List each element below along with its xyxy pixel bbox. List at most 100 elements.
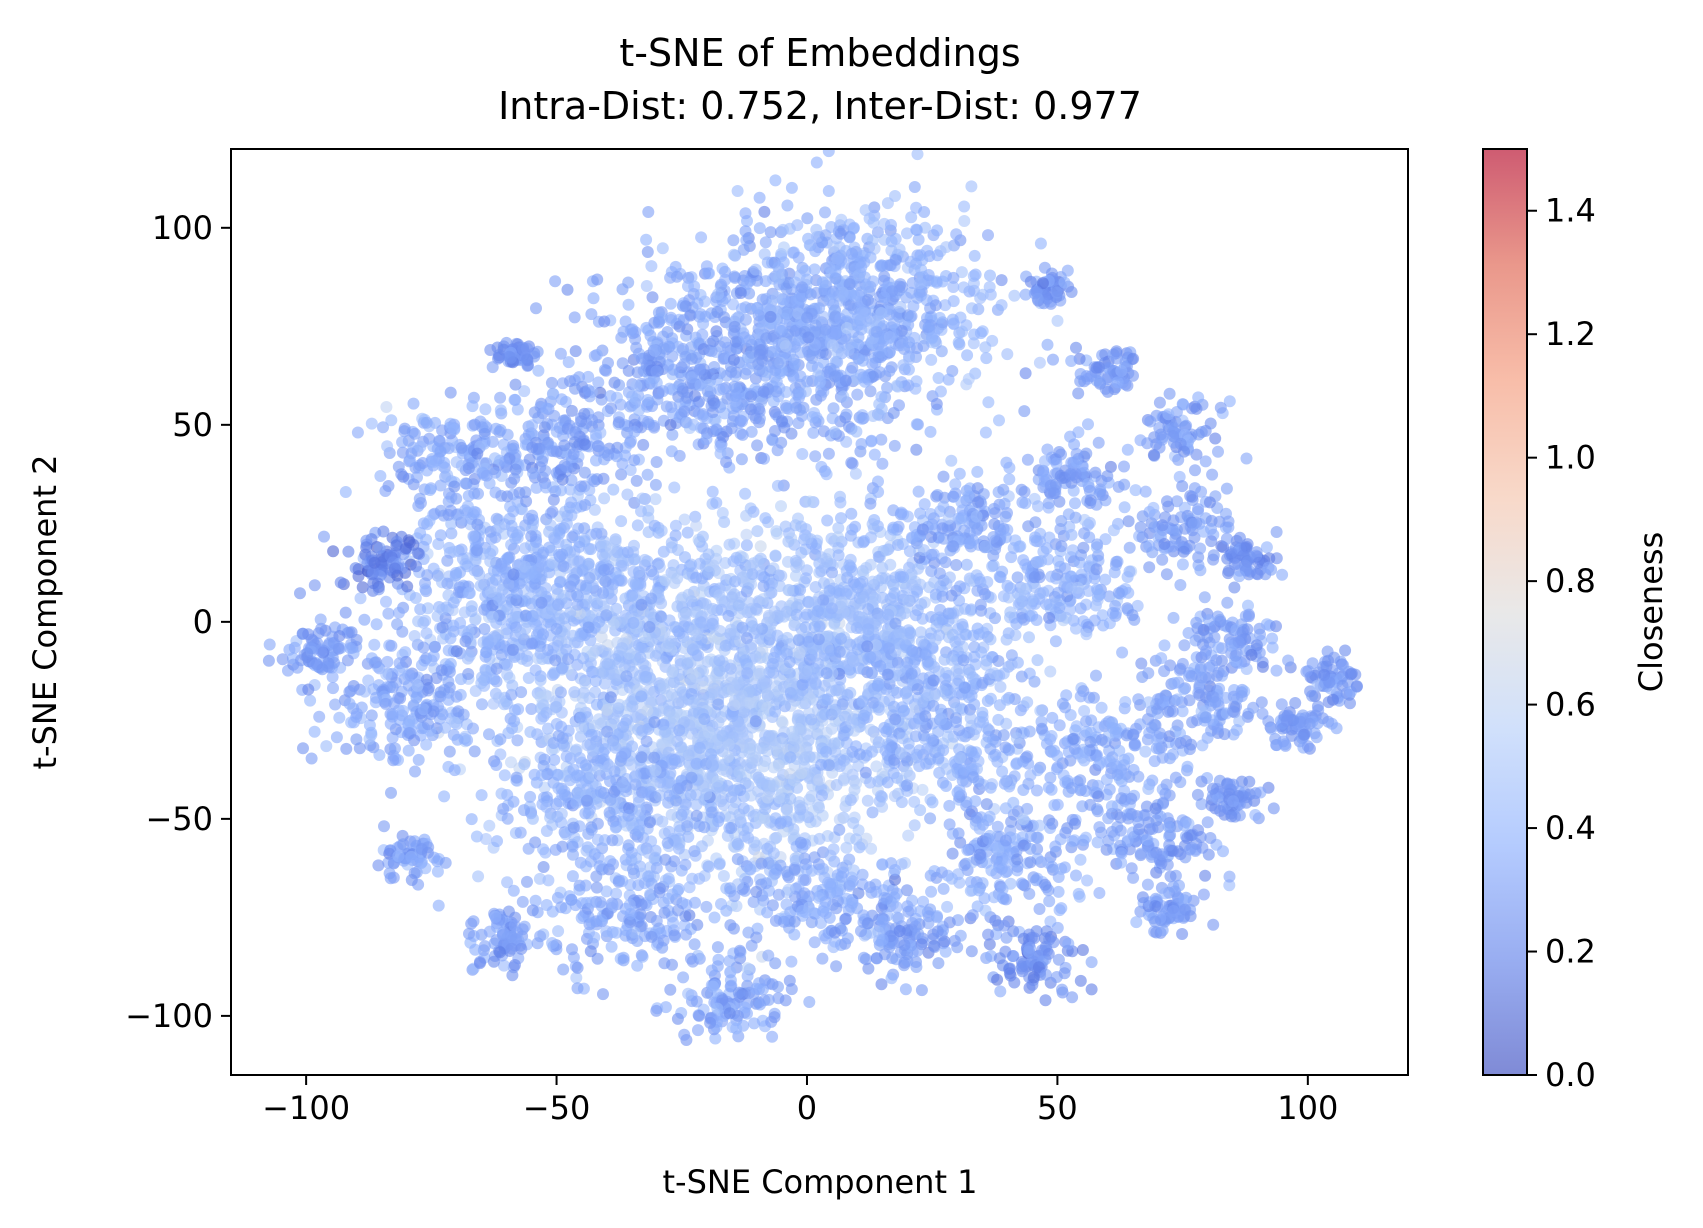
scatter-point (471, 518, 484, 531)
scatter-point (564, 375, 576, 388)
scatter-point (385, 639, 398, 652)
scatter-point (957, 281, 970, 294)
scatter-point (368, 638, 381, 651)
scatter-point (793, 269, 806, 282)
scatter-point (901, 227, 913, 240)
scatter-point (739, 225, 752, 238)
scatter-point (395, 468, 408, 481)
scatter-point (641, 394, 654, 406)
scatter-point (404, 669, 417, 682)
scatter-point (340, 742, 353, 755)
scatter-point (756, 677, 769, 690)
scatter-point (753, 191, 766, 204)
scatter-point (427, 562, 440, 575)
scatter-point (510, 771, 523, 784)
scatter-point (534, 674, 547, 687)
scatter-point (700, 433, 713, 446)
scatter-point (925, 353, 938, 366)
scatter-point (825, 221, 838, 233)
scatter-point (578, 466, 591, 479)
scatter-point (857, 371, 870, 384)
scatter-point (837, 289, 850, 302)
scatter-point (438, 456, 451, 469)
scatter-point (374, 470, 387, 482)
scatter-point (683, 560, 696, 572)
scatter-point (579, 677, 592, 690)
scatter-point (664, 418, 677, 431)
scatter-point (630, 474, 643, 487)
scatter-point (481, 633, 494, 646)
scatter-point (622, 809, 635, 822)
scatter-point (940, 241, 953, 254)
scatter-point (320, 740, 333, 753)
scatter-point (546, 505, 559, 518)
scatter-point (602, 449, 615, 462)
scatter-point (424, 484, 437, 496)
scatter-point (809, 581, 822, 593)
scatter-point (727, 555, 740, 568)
scatter-point (302, 683, 315, 696)
scatter-point (769, 425, 781, 437)
scatter-point (785, 181, 798, 194)
scatter-point (784, 751, 797, 764)
scatter-point (330, 731, 343, 744)
scatter-point (760, 332, 773, 345)
scatter-point (603, 806, 616, 819)
scatter-point (850, 425, 863, 438)
scatter-point (407, 478, 420, 491)
scatter-point (393, 657, 406, 670)
scatter-point (682, 280, 694, 293)
scatter-point (947, 318, 960, 331)
scatter-point (974, 292, 987, 305)
scatter-point (737, 732, 750, 745)
scatter-point (448, 480, 461, 493)
scatter-point (796, 448, 809, 460)
scatter-point (503, 512, 516, 525)
scatter-point (506, 643, 519, 656)
scatter-point (1023, 631, 1035, 644)
scatter-point (875, 307, 888, 320)
scatter-point (465, 813, 478, 826)
scatter-point (711, 781, 724, 794)
scatter-point (725, 365, 738, 378)
scatter-point (578, 438, 591, 451)
scatter-point (687, 696, 700, 709)
scatter-point (476, 671, 488, 684)
scatter-point (595, 631, 608, 644)
scatter-point (612, 416, 625, 429)
scatter-point (965, 302, 978, 315)
scatter-point (591, 273, 604, 286)
scatter-point (694, 308, 707, 321)
scatter-point (803, 495, 816, 508)
scatter-point (538, 421, 551, 434)
scatter-point (327, 636, 340, 649)
scatter-point (700, 260, 713, 273)
scatter-point (958, 200, 971, 213)
scatter-point (350, 710, 363, 723)
scatter-point (839, 374, 852, 387)
scatter-point (514, 826, 527, 839)
scatter-point (483, 819, 496, 832)
scatter-point (518, 758, 531, 771)
scatter-point (779, 340, 792, 353)
scatter-point (929, 299, 942, 312)
scatter-point (851, 388, 864, 401)
scatter-point (793, 403, 806, 416)
scatter-point (667, 363, 680, 376)
scatter-point (677, 314, 690, 327)
scatter-point (993, 414, 1005, 427)
scatter-point (568, 686, 581, 699)
scatter-point (750, 623, 763, 636)
scatter-point (468, 745, 481, 758)
scatter-point (660, 652, 673, 665)
scatter-point (696, 530, 709, 543)
scatter-point (669, 519, 682, 532)
scatter-point (308, 725, 321, 738)
scatter-point (740, 539, 753, 552)
scatter-point (950, 228, 963, 241)
scatter-point (526, 637, 538, 650)
scatter-point (866, 518, 879, 531)
scatter-point (408, 734, 421, 747)
scatter-point (774, 736, 787, 749)
scatter-point (945, 454, 958, 467)
